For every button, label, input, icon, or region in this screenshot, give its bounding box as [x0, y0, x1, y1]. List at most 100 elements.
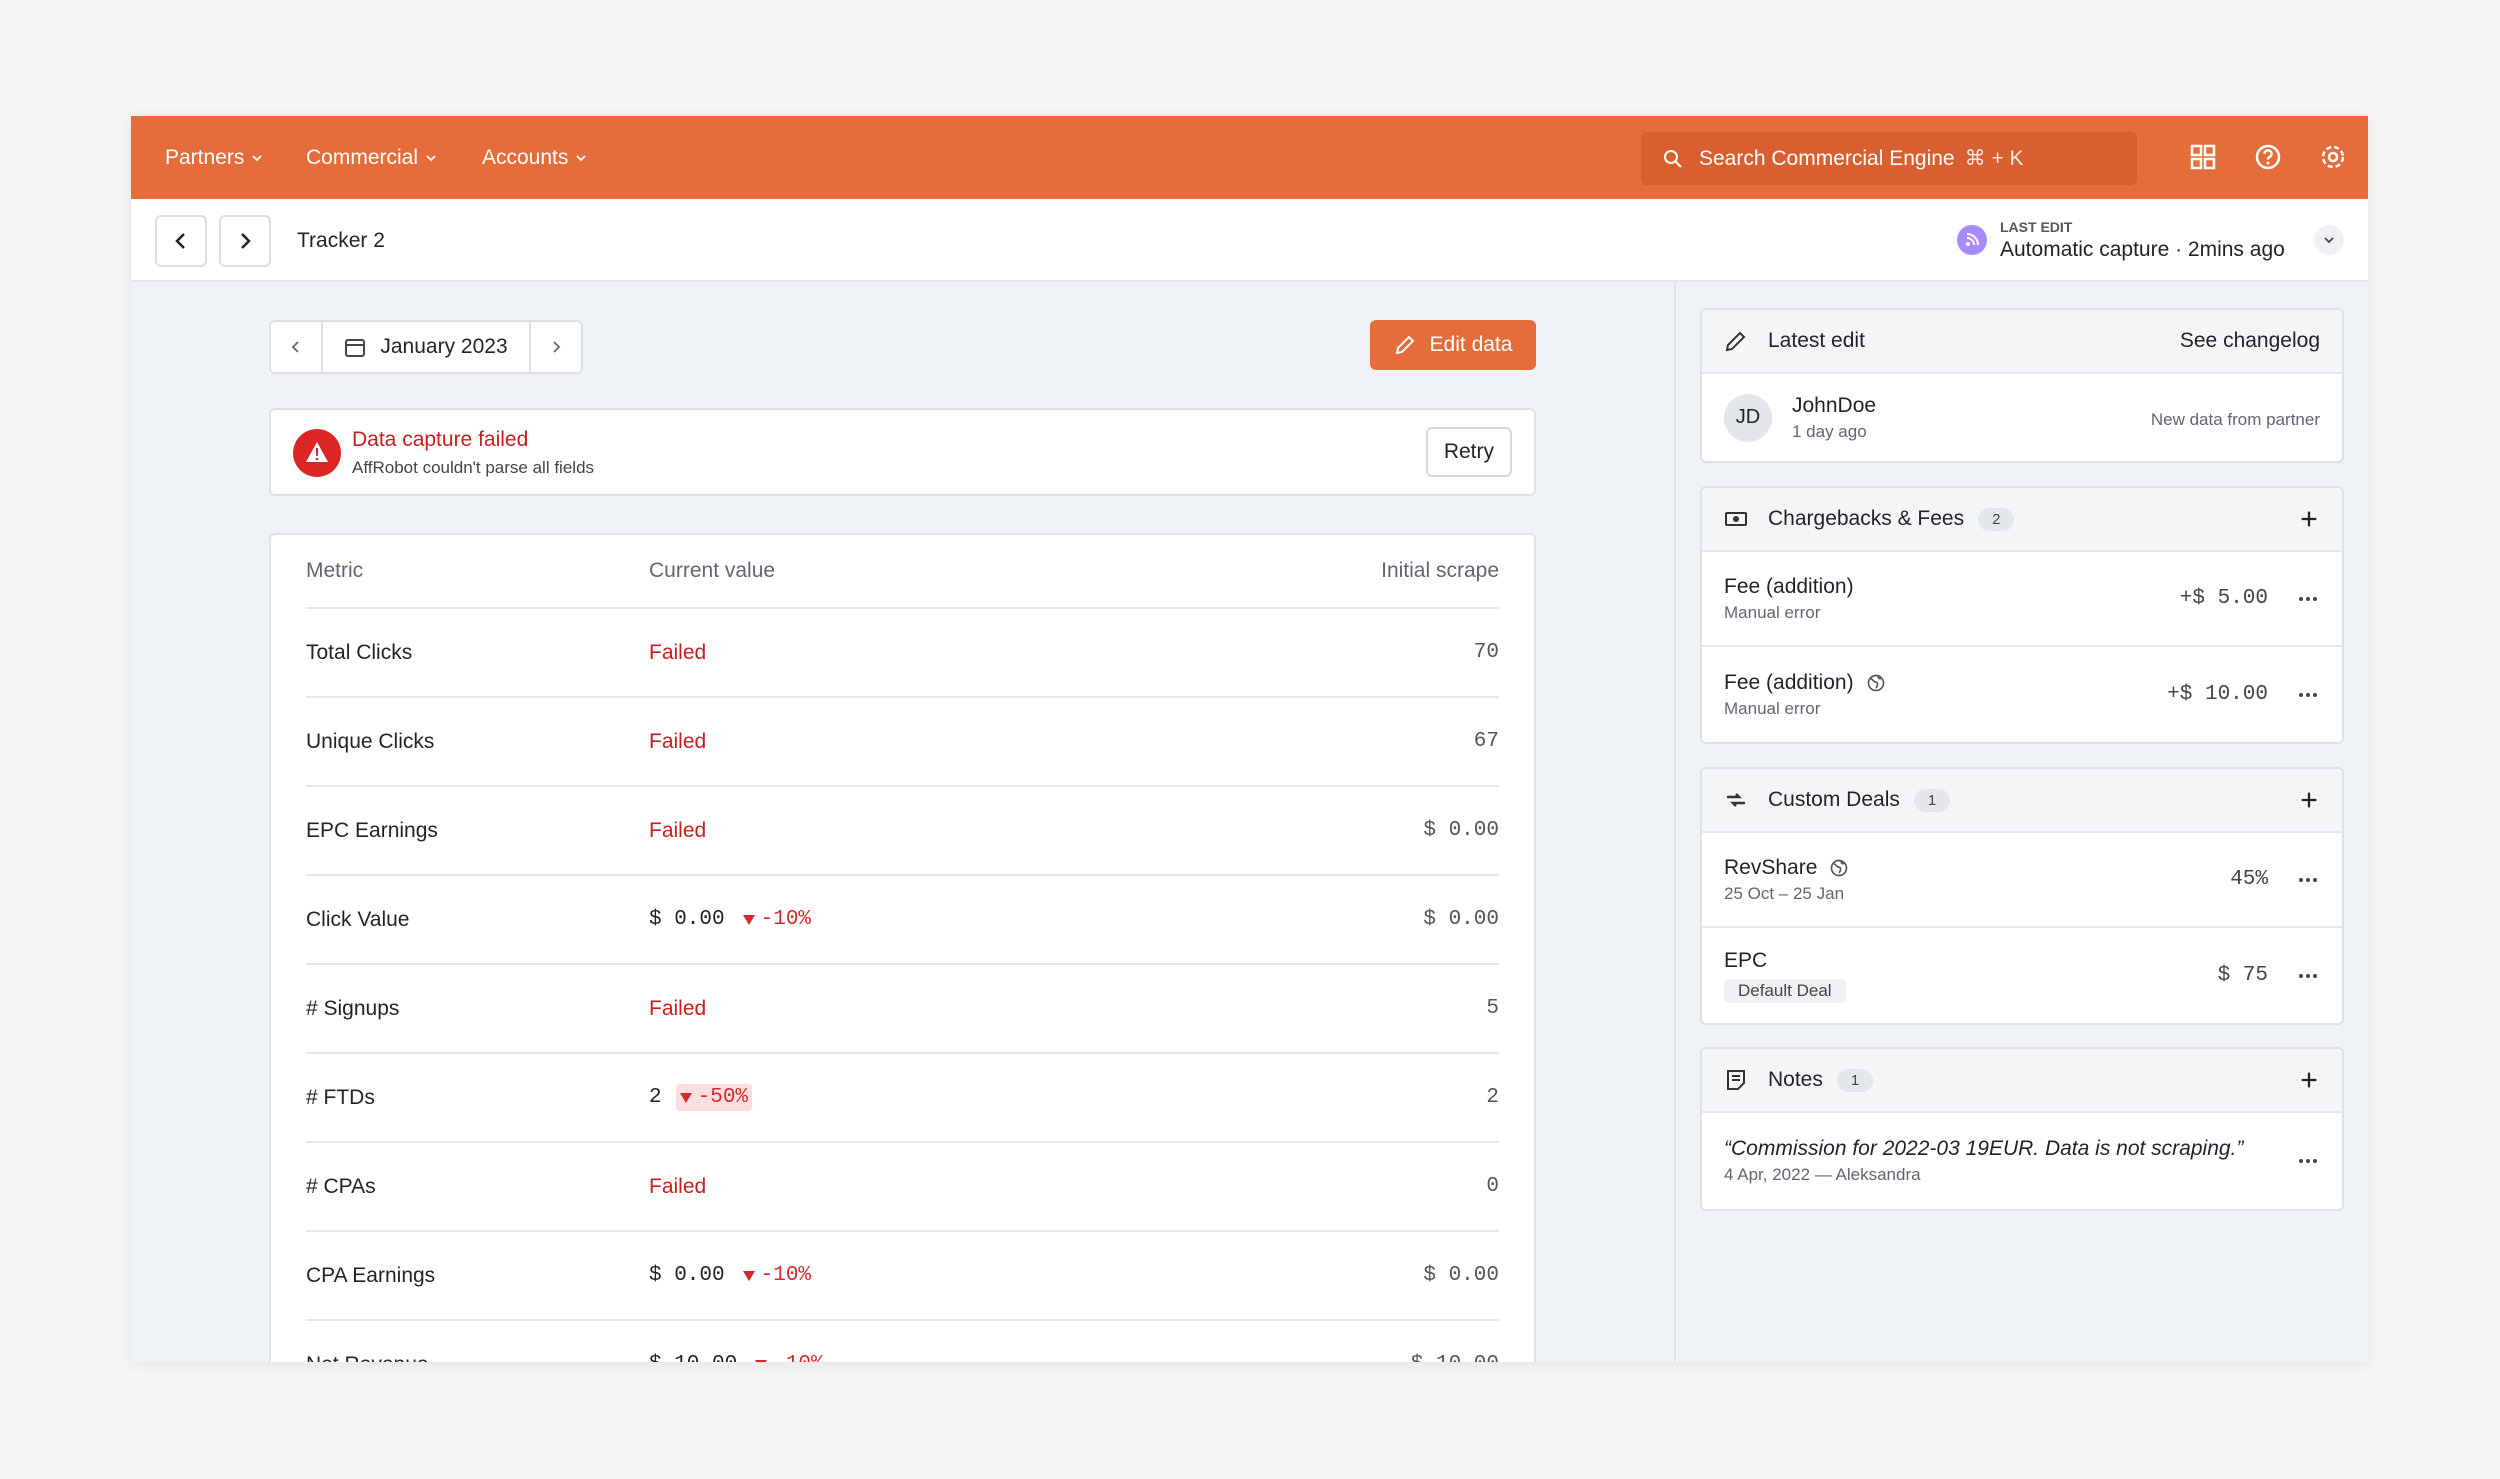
back-button[interactable] [155, 215, 207, 267]
current: Failed [649, 996, 707, 1020]
current: Failed [649, 729, 707, 753]
current-value: $ 0.00 -10% [649, 1262, 1199, 1289]
table-row: # FTDs 2 -50% 2 [306, 1054, 1499, 1143]
forward-icon [241, 233, 251, 249]
current: $ 0.00 [649, 908, 725, 931]
prev-month[interactable] [271, 322, 323, 372]
nav-chevron [576, 154, 587, 161]
nav-item[interactable]: Accounts [482, 116, 588, 199]
item-name: EPC [1724, 948, 1768, 972]
item-info: EPC Default Deal [1724, 949, 2218, 1003]
item-line: “Commission for 2022-03 19EUR. Data is n… [1724, 1137, 2268, 1161]
item-tag: Default Deal [1724, 978, 1846, 1003]
add-button-svg [2301, 792, 2317, 808]
add-button[interactable] [2298, 1069, 2320, 1091]
section-header: Chargebacks & Fees 2 [1702, 488, 2342, 552]
more-button[interactable] [2296, 587, 2320, 611]
metric: CPA Earnings [306, 1263, 436, 1287]
more-button-svg [2299, 1159, 2317, 1163]
table-row: Net Revenue$ 10.00-10%$ 10.00 [306, 1321, 1499, 1362]
metric: Click Value [306, 907, 410, 931]
breadcrumb: Tracker 2 [297, 228, 385, 252]
help-icon[interactable] [2253, 142, 2283, 172]
initial: $ 0.00 [1423, 1264, 1499, 1287]
nav-item[interactable]: Commercial [306, 116, 438, 199]
divider [1674, 282, 1676, 1362]
next-month[interactable] [529, 322, 581, 372]
edit-note: New data from partner [2150, 409, 2320, 429]
apps-icon[interactable] [2188, 142, 2218, 172]
item-info: “Commission for 2022-03 19EUR. Data is n… [1724, 1137, 2268, 1185]
section-icon-svg [1727, 793, 1745, 807]
table-row: Unique Clicks Failed 67 [306, 698, 1499, 787]
sub-header: Tracker 2 LAST EDIT Automatic capture · … [131, 199, 2368, 282]
edit-button[interactable]: Edit data [1370, 320, 1536, 370]
table-row: EPC Earnings Failed $ 0.00 [306, 787, 1499, 876]
search-placeholder: Search Commercial Engine [1699, 146, 1955, 170]
forward-button[interactable] [219, 215, 271, 267]
current: Failed [649, 640, 707, 664]
changelog-link[interactable]: See changelog [2179, 329, 2320, 352]
expand-button[interactable] [2314, 225, 2344, 255]
card-title: Latest edit [1768, 329, 1865, 352]
metric: Net Revenue [306, 1353, 649, 1363]
retry-button[interactable]: Retry [1425, 427, 1512, 477]
initial: 67 [1473, 730, 1499, 753]
search-box[interactable]: Search Commercial Engine ⌘ + K [1641, 132, 2137, 185]
settings-icon[interactable] [2318, 142, 2348, 172]
nav-chevron [426, 154, 436, 161]
section-icon [1724, 507, 1748, 531]
alert-icon [293, 429, 341, 477]
column-header: Initial scrape [1381, 559, 1499, 582]
current-value: Failed [649, 730, 1199, 754]
top-bar: Partners Commercial Accounts Search Commer… [131, 116, 2368, 199]
current-value: $ 10.00 -10% [649, 1351, 1199, 1362]
item-name: Fee (addition) [1724, 574, 1854, 598]
more-button[interactable] [2296, 964, 2320, 988]
change-value: -10% [773, 1353, 823, 1362]
capture-icon [1957, 225, 1987, 255]
item-sub: Manual error [1724, 602, 1821, 622]
more-button[interactable] [2296, 868, 2320, 892]
add-button[interactable] [2298, 789, 2320, 811]
metric: # FTDs [306, 1085, 375, 1109]
more-button-svg [2299, 596, 2317, 601]
down-arrow [755, 1359, 768, 1362]
alert-title: Data capture failed [352, 428, 529, 451]
add-button-svg [2301, 1072, 2317, 1088]
metric: EPC Earnings [306, 818, 438, 842]
edit-time: 1 day ago [1792, 421, 1867, 441]
section-card: Custom Deals 1 RevShare 25 Oct – 25 Jan 45% E… [1700, 767, 2344, 1025]
more-button[interactable] [2296, 683, 2320, 707]
period: January 2023 [380, 335, 508, 358]
chevron [2324, 237, 2334, 244]
metric: # Signups [306, 996, 400, 1020]
pencil-icon [1725, 331, 1746, 352]
nav-label: Commercial [306, 145, 419, 169]
add-button[interactable] [2298, 508, 2320, 530]
initial: 2 [1486, 1086, 1499, 1109]
count-badge: 1 [1836, 1068, 1874, 1092]
initial: 5 [1486, 997, 1499, 1020]
pencil-icon [1395, 335, 1414, 355]
section-card: Chargebacks & Fees 2 Fee (addition) Manual … [1700, 486, 2344, 744]
item-sub: 25 Oct – 25 Jan [1724, 883, 1845, 903]
table-row: # CPAs Failed 0 [306, 1143, 1499, 1232]
section-card: Notes 1 “Commission for 2022-03 19EUR. Dat… [1700, 1047, 2344, 1211]
section-title: Chargebacks & Fees [1768, 507, 1965, 530]
alert: Data capture failed AffRobot couldn't pa… [269, 408, 1536, 496]
table-header: Metric Current value Initial scrape [306, 535, 1499, 609]
item-info: Fee (addition) Manual error [1724, 575, 2180, 623]
item-amount: 45% [2230, 868, 2268, 891]
nav-item[interactable]: Partners [165, 116, 264, 199]
current-value: 2 -50% [649, 1084, 1199, 1111]
table-body: Total Clicks Failed 70 Unique Clicks Failed 6… [306, 609, 1499, 1362]
month[interactable]: January 2023 [323, 335, 529, 359]
search-icon [1664, 149, 1682, 168]
metric: # CPAs [306, 1174, 376, 1198]
edit-label: Edit data [1429, 333, 1513, 356]
more-button[interactable] [2296, 1149, 2320, 1173]
item-line: Fee (addition) [1724, 575, 2180, 599]
